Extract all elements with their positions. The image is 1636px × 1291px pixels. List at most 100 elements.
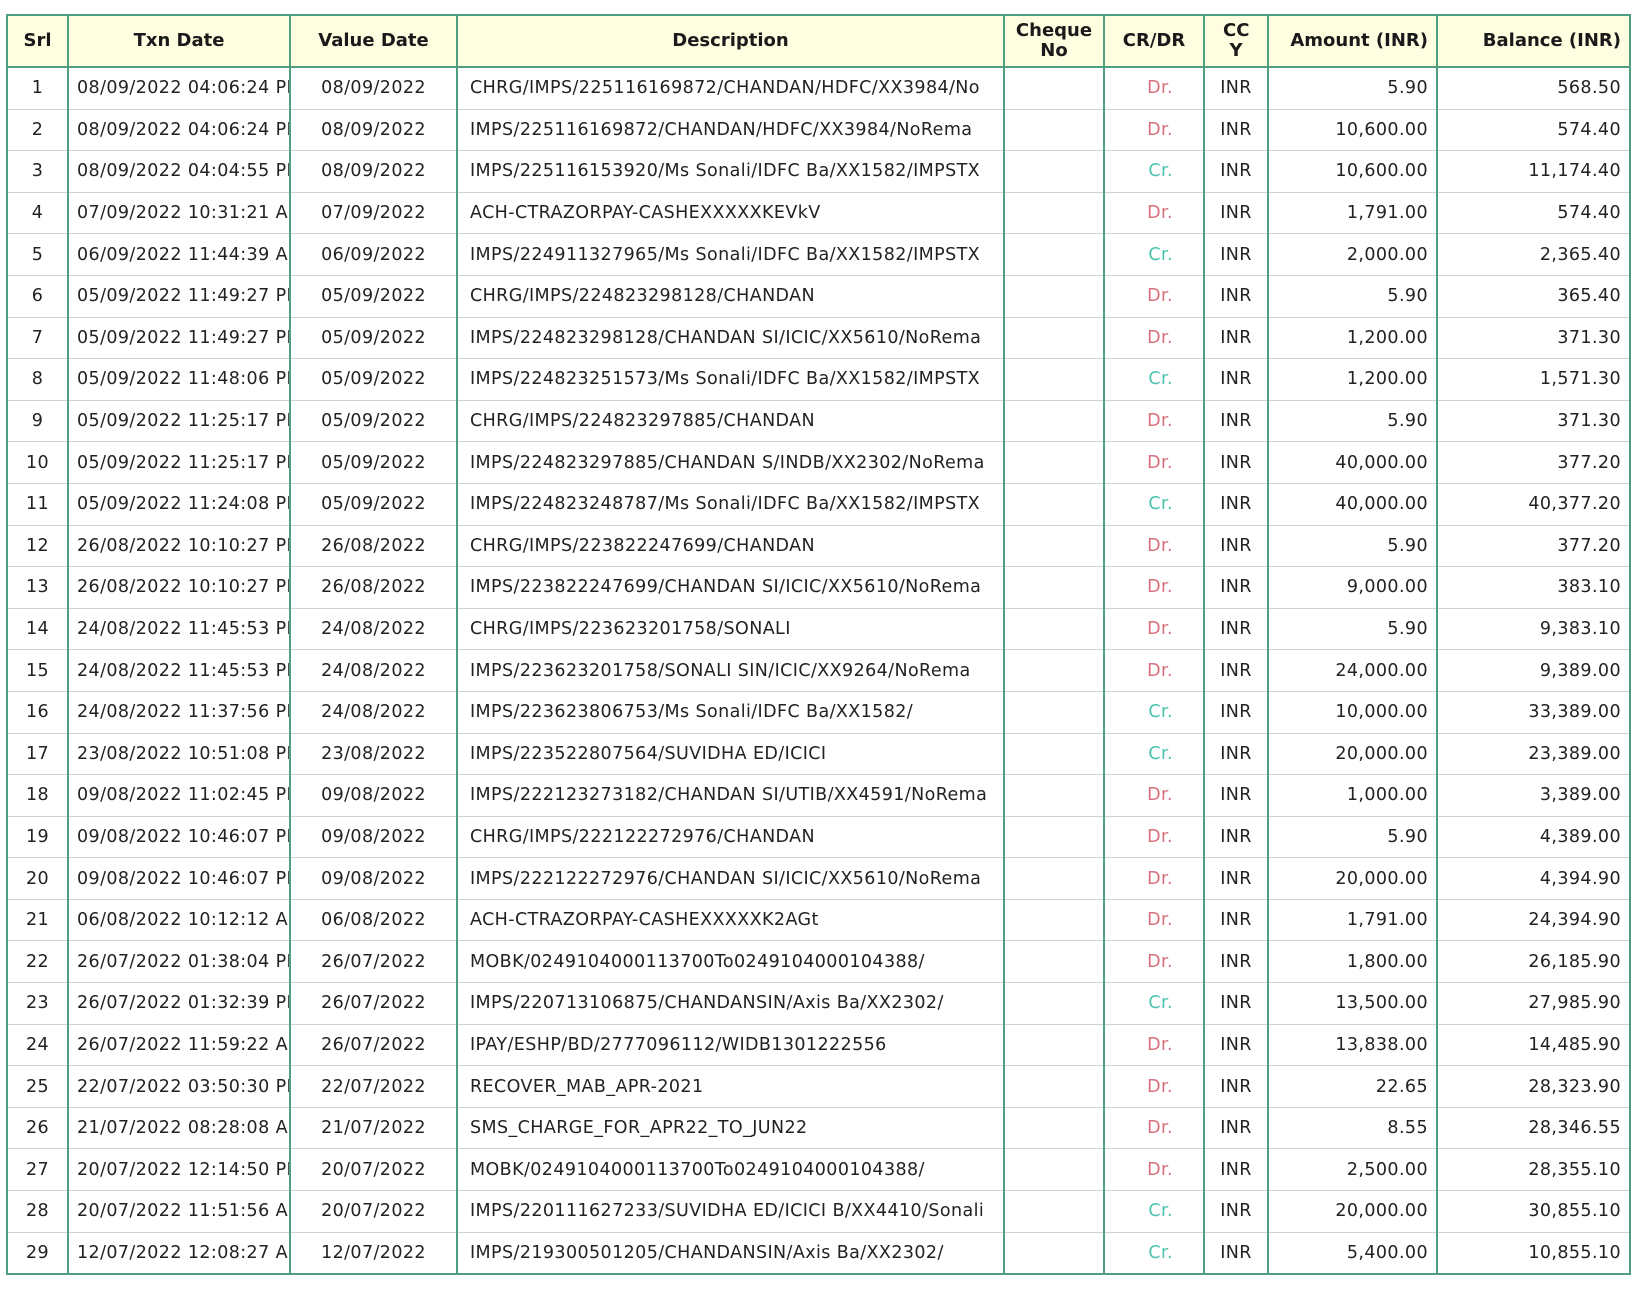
cell-srl: 25 [6, 1065, 69, 1108]
cell-crdr: Dr. [1103, 899, 1205, 942]
cell-ccy: INR [1203, 233, 1269, 276]
cell-cheque-no [1003, 275, 1105, 318]
cell-ccy: INR [1203, 150, 1269, 193]
cell-amount: 1,800.00 [1267, 940, 1438, 984]
cell-ccy: INR [1203, 940, 1269, 984]
cell-description: MOBK/0249104000113700To0249104000104388/ [456, 1148, 1005, 1192]
cell-value-date: 21/07/2022 [289, 1107, 458, 1150]
cell-value-date: 05/09/2022 [289, 275, 458, 318]
cell-description: MOBK/0249104000113700To0249104000104388/ [456, 940, 1005, 984]
cell-balance: 28,346.55 [1436, 1107, 1631, 1150]
cell-cheque-no [1003, 400, 1105, 443]
cell-srl: 15 [6, 649, 69, 692]
cell-crdr: Dr. [1103, 400, 1205, 443]
cell-ccy: INR [1203, 857, 1269, 900]
table-row: 16 24/08/2022 11:37:56 PM 24/08/2022 IMPS/2… [6, 691, 1631, 734]
cell-crdr: Dr. [1103, 441, 1205, 484]
cell-balance: 23,389.00 [1436, 733, 1631, 776]
table-row: 8 05/09/2022 11:48:06 PM 05/09/2022 IMPS/22… [6, 358, 1631, 401]
cell-balance: 2,365.40 [1436, 233, 1631, 276]
cell-ccy: INR [1203, 1065, 1269, 1108]
cell-crdr: Dr. [1103, 1148, 1205, 1192]
table-row: 5 06/09/2022 11:44:39 AM 06/09/2022 IMPS/22… [6, 233, 1631, 276]
cell-ccy: INR [1203, 358, 1269, 401]
cell-amount: 5.90 [1267, 67, 1438, 110]
cell-txn-date: 21/07/2022 08:28:08 AM [67, 1107, 291, 1150]
cell-value-date: 24/08/2022 [289, 649, 458, 692]
cell-cheque-no [1003, 608, 1105, 651]
cell-srl: 2 [6, 109, 69, 152]
table-row: 18 09/08/2022 11:02:45 PM 09/08/2022 IMPS/2… [6, 774, 1631, 817]
cell-balance: 30,855.10 [1436, 1190, 1631, 1233]
cell-ccy: INR [1203, 1024, 1269, 1067]
table-row: 13 26/08/2022 10:10:27 PM 26/08/2022 IMPS/2… [6, 566, 1631, 609]
cell-cheque-no [1003, 733, 1105, 776]
cell-value-date: 06/08/2022 [289, 899, 458, 942]
cell-crdr: Dr. [1103, 192, 1205, 235]
cell-txn-date: 07/09/2022 10:31:21 AM [67, 192, 291, 235]
table-row: 12 26/08/2022 10:10:27 PM 26/08/2022 CHRG/I… [6, 525, 1631, 568]
cell-description: RECOVER_MAB_APR-2021 [456, 1065, 1005, 1108]
cell-description: IMPS/220713106875/CHANDANSIN/Axis Ba/XX2… [456, 982, 1005, 1025]
cell-amount: 20,000.00 [1267, 857, 1438, 900]
cell-description: IMPS/224911327965/Ms Sonali/IDFC Ba/XX15… [456, 233, 1005, 276]
cell-srl: 14 [6, 608, 69, 651]
cell-balance: 9,383.10 [1436, 608, 1631, 651]
cell-amount: 1,000.00 [1267, 774, 1438, 817]
cell-srl: 9 [6, 400, 69, 443]
cell-crdr: Cr. [1103, 1190, 1205, 1233]
cell-crdr: Dr. [1103, 857, 1205, 900]
cell-txn-date: 08/09/2022 04:06:24 PM [67, 109, 291, 152]
cell-srl: 7 [6, 317, 69, 360]
cell-ccy: INR [1203, 192, 1269, 235]
header-value-date: Value Date [289, 14, 458, 68]
cell-balance: 9,389.00 [1436, 649, 1631, 692]
cell-crdr: Dr. [1103, 566, 1205, 609]
cell-cheque-no [1003, 774, 1105, 817]
table-row: 1 08/09/2022 04:06:24 PM 08/09/2022 CHRG/IM… [6, 67, 1631, 110]
cell-cheque-no [1003, 1107, 1105, 1150]
cell-value-date: 26/07/2022 [289, 1024, 458, 1067]
cell-value-date: 26/07/2022 [289, 982, 458, 1025]
cell-balance: 383.10 [1436, 566, 1631, 609]
cell-description: CHRG/IMPS/224823297885/CHANDAN [456, 400, 1005, 443]
cell-balance: 24,394.90 [1436, 899, 1631, 942]
cell-cheque-no [1003, 1148, 1105, 1192]
cell-description: CHRG/IMPS/222122272976/CHANDAN [456, 816, 1005, 859]
cell-ccy: INR [1203, 275, 1269, 318]
cell-cheque-no [1003, 525, 1105, 568]
cell-description: IMPS/223522807564/SUVIDHA ED/ICICI [456, 733, 1005, 776]
table-row: 20 09/08/2022 10:46:07 PM 09/08/2022 IMPS/2… [6, 857, 1631, 900]
cell-crdr: Cr. [1103, 233, 1205, 276]
cell-cheque-no [1003, 691, 1105, 734]
cell-crdr: Dr. [1103, 275, 1205, 318]
cell-txn-date: 05/09/2022 11:24:08 PM [67, 483, 291, 526]
cell-amount: 13,500.00 [1267, 982, 1438, 1025]
cell-srl: 4 [6, 192, 69, 235]
cell-amount: 10,000.00 [1267, 691, 1438, 734]
cell-description: SMS_CHARGE_FOR_APR22_TO_JUN22 [456, 1107, 1005, 1150]
cell-balance: 371.30 [1436, 317, 1631, 360]
cell-cheque-no [1003, 441, 1105, 484]
cell-srl: 3 [6, 150, 69, 193]
cell-cheque-no [1003, 1232, 1105, 1275]
table-row: 15 24/08/2022 11:45:53 PM 24/08/2022 IMPS/2… [6, 649, 1631, 692]
cell-ccy: INR [1203, 400, 1269, 443]
cell-srl: 17 [6, 733, 69, 776]
table-row: 27 20/07/2022 12:14:50 PM 20/07/2022 MOBK/0… [6, 1148, 1631, 1192]
cell-balance: 365.40 [1436, 275, 1631, 318]
cell-amount: 5,400.00 [1267, 1232, 1438, 1275]
cell-txn-date: 26/07/2022 01:32:39 PM [67, 982, 291, 1025]
cell-description: IPAY/ESHP/BD/2777096112/WIDB1301222556 [456, 1024, 1005, 1067]
cell-crdr: Dr. [1103, 649, 1205, 692]
cell-value-date: 24/08/2022 [289, 691, 458, 734]
table-row: 11 05/09/2022 11:24:08 PM 05/09/2022 IMPS/2… [6, 483, 1631, 526]
header-row: Srl Txn Date Value Date Description Cheq… [6, 14, 1631, 68]
cell-balance: 14,485.90 [1436, 1024, 1631, 1067]
cell-ccy: INR [1203, 608, 1269, 651]
cell-value-date: 09/08/2022 [289, 816, 458, 859]
cell-txn-date: 09/08/2022 11:02:45 PM [67, 774, 291, 817]
cell-balance: 574.40 [1436, 109, 1631, 152]
cell-balance: 4,394.90 [1436, 857, 1631, 900]
cell-ccy: INR [1203, 67, 1269, 110]
